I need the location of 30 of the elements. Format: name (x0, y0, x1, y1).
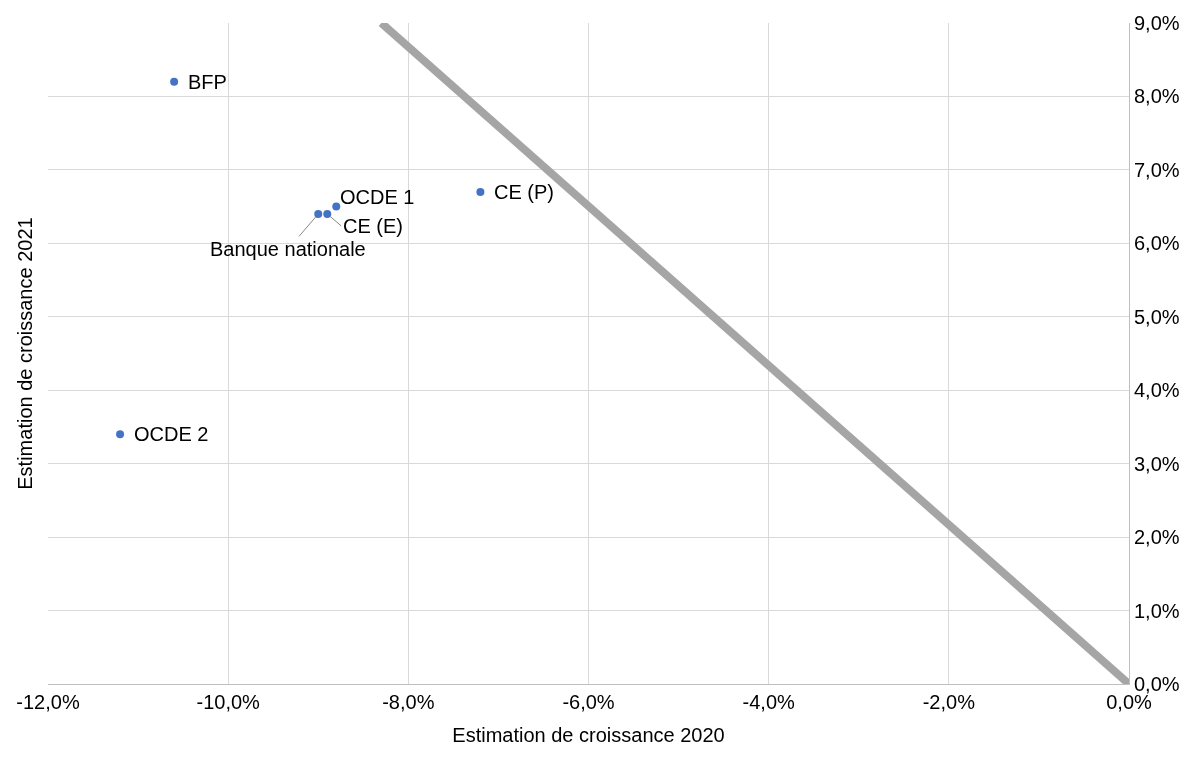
point (116, 430, 125, 439)
point (314, 209, 323, 218)
y-tick-label: 0,0% (1134, 673, 1180, 695)
x-tick-label: -6,0% (562, 691, 615, 713)
y-tick-label: 2,0% (1134, 526, 1180, 549)
x-tick-label: -4,0% (742, 691, 796, 713)
y-tick-label: 6,0% (1134, 232, 1180, 255)
y-tick-label: 4,0% (1134, 379, 1180, 402)
point (476, 187, 485, 196)
annotation: BFP (188, 71, 227, 93)
annotation: CE (P) (494, 181, 554, 203)
y-tick-label: 1,0% (1134, 599, 1180, 622)
annotation: OCDE 2 (134, 423, 209, 445)
y-tick-label: 8,0% (1134, 85, 1180, 108)
y-tick-label: 9,0% (1134, 12, 1180, 34)
point (332, 202, 341, 211)
y-tick-label: 3,0% (1134, 452, 1180, 475)
y-axis-title: Estimation de croissance 2021 (13, 217, 36, 490)
y-tick-label: 5,0% (1134, 305, 1180, 328)
annotation: OCDE 1 (340, 186, 415, 208)
x-tick-label: -8,0% (382, 691, 435, 713)
point (323, 209, 332, 218)
x-axis-title: Estimation de croissance 2020 (452, 723, 725, 746)
x-tick-label: -2,0% (922, 691, 976, 713)
y-tick-label: 7,0% (1134, 158, 1180, 181)
annotation: CE (E) (343, 215, 403, 237)
annotation: Banque nationale (210, 238, 366, 260)
x-tick-label: -12,0% (16, 691, 80, 713)
x-tick-label: -10,0% (196, 691, 261, 713)
point (170, 77, 179, 86)
